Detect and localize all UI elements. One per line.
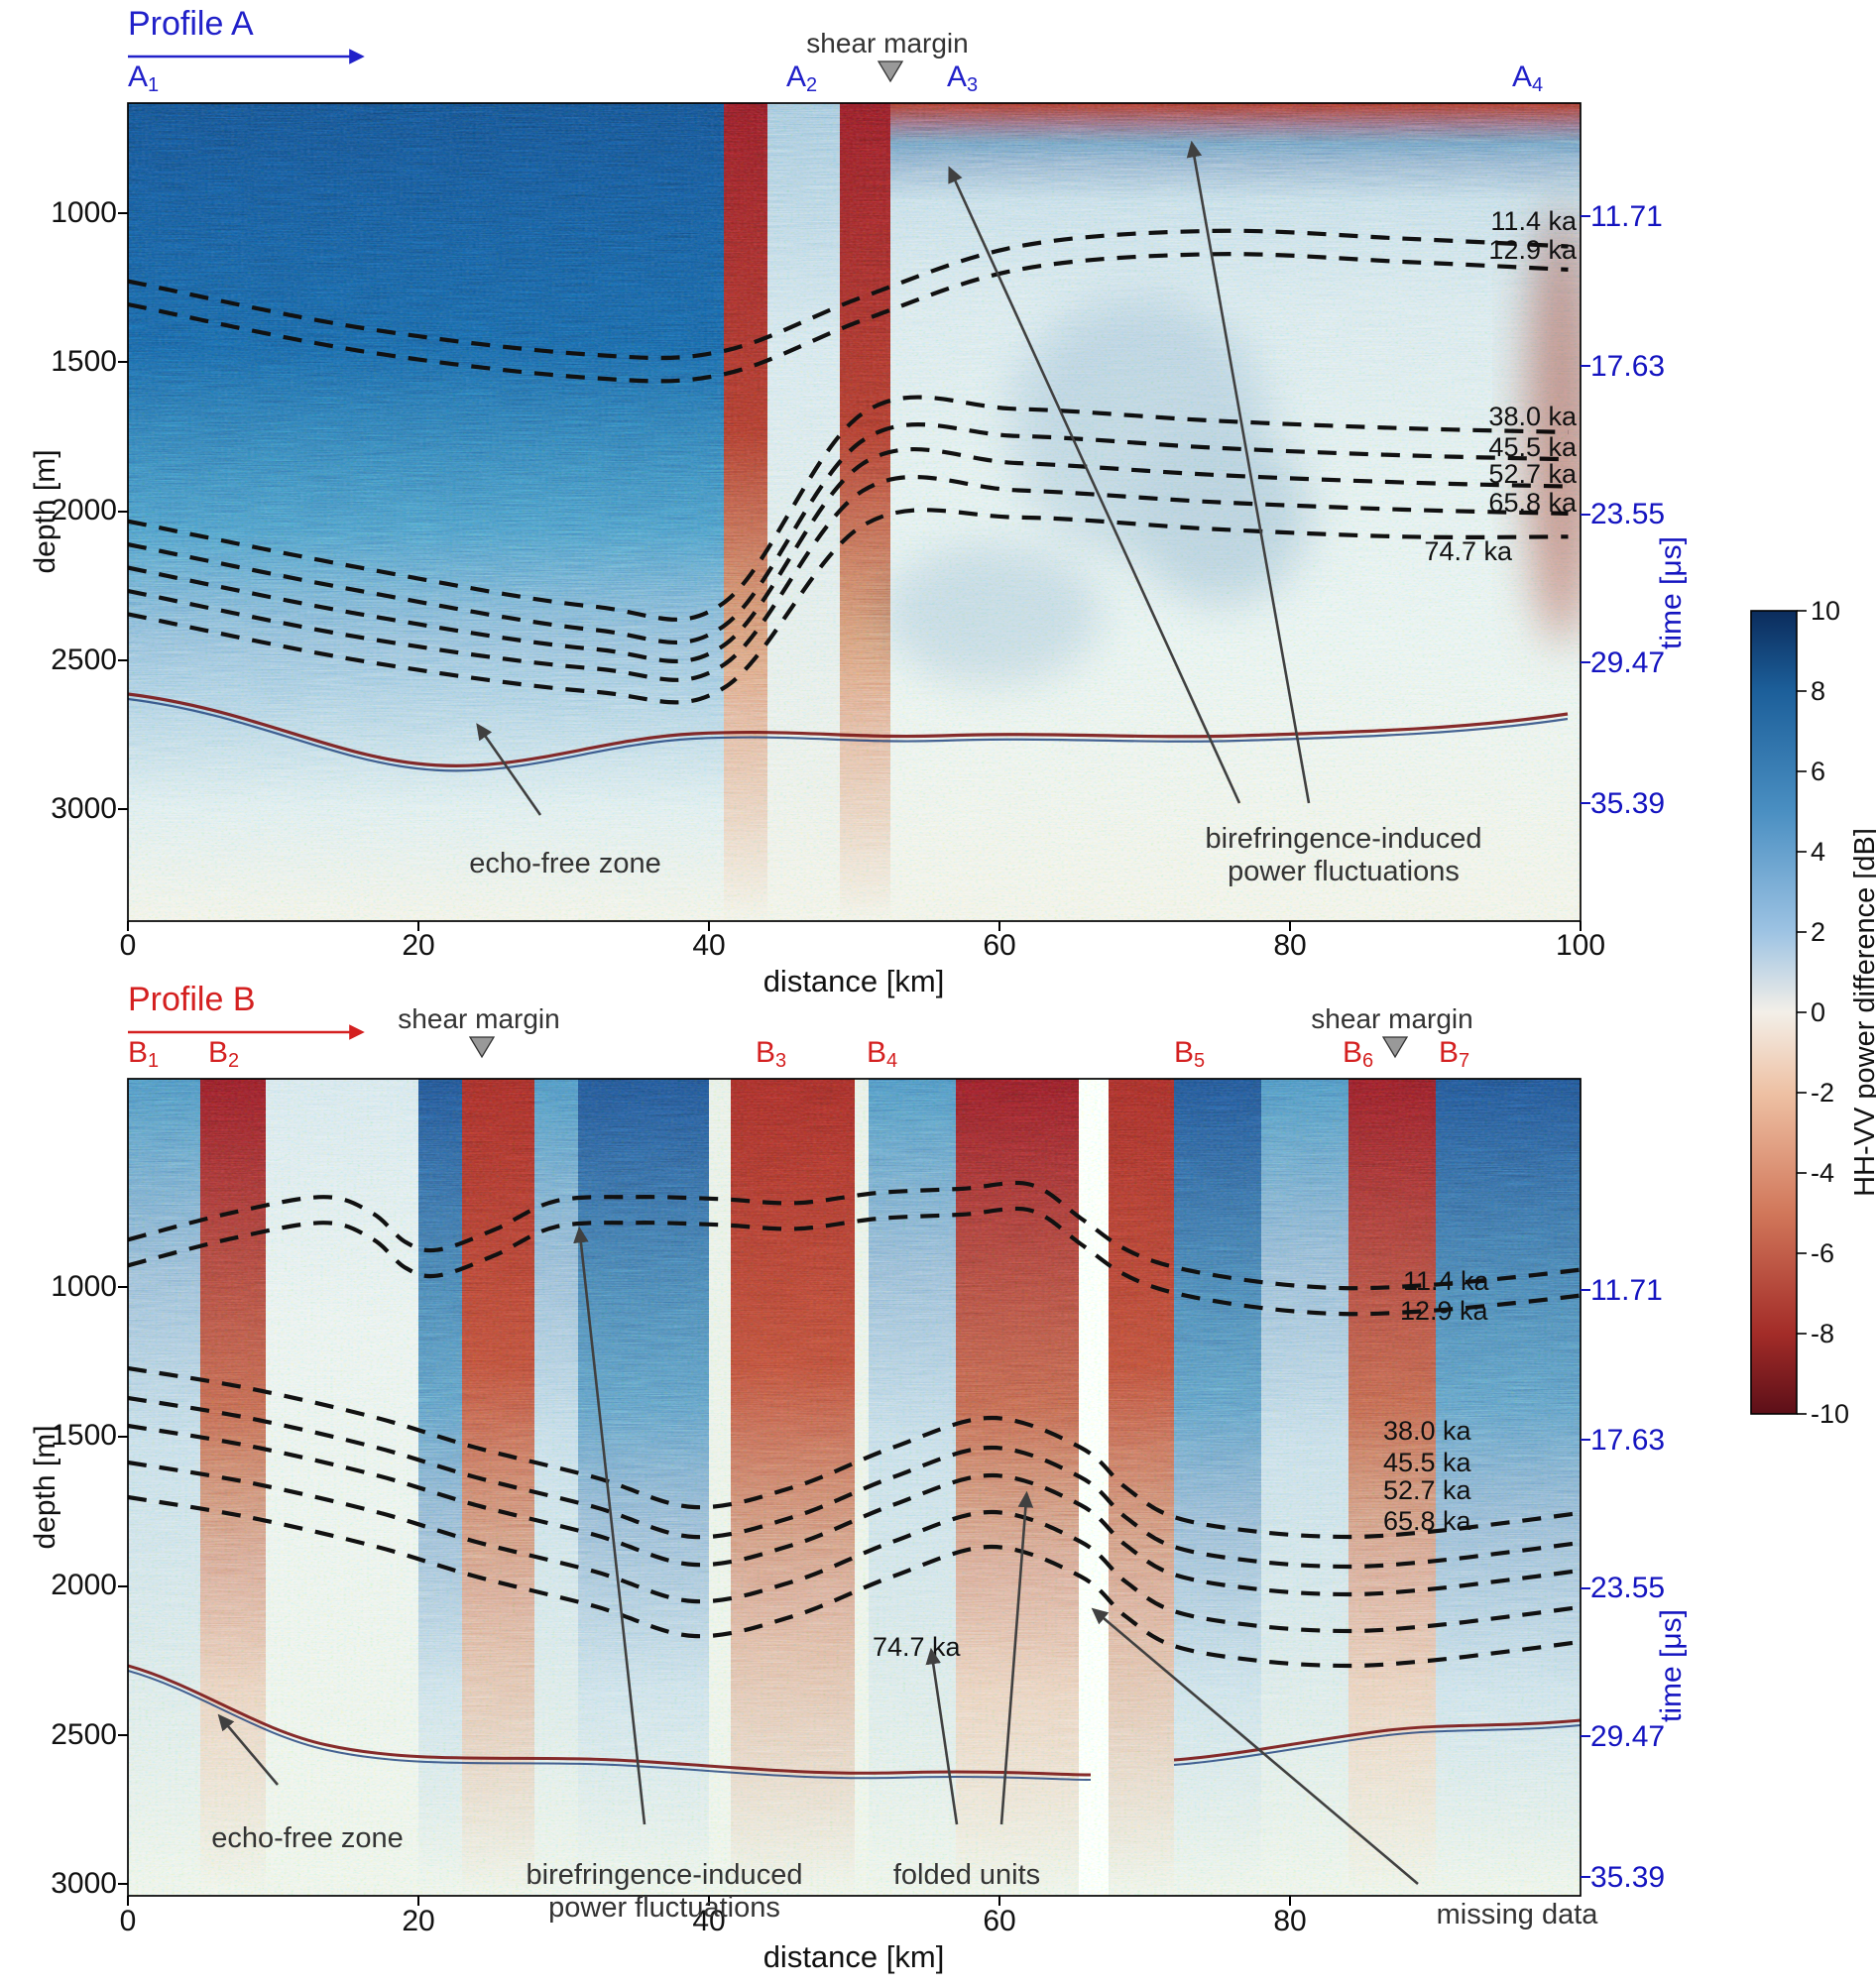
svg-text:12.9 ka: 12.9 ka	[1488, 235, 1578, 265]
svg-text:-6: -6	[1811, 1238, 1834, 1268]
svg-text:3000: 3000	[51, 792, 117, 825]
svg-text:35.39: 35.39	[1590, 1861, 1665, 1894]
svg-text:23.55: 23.55	[1590, 1572, 1665, 1604]
svg-text:29.47: 29.47	[1590, 1720, 1665, 1753]
svg-text:74.7 ka: 74.7 ka	[1424, 536, 1513, 566]
svg-text:40: 40	[692, 929, 725, 962]
svg-text:0: 0	[120, 929, 137, 962]
svg-text:0: 0	[1811, 997, 1825, 1027]
svg-text:11.4 ka: 11.4 ka	[1490, 206, 1578, 236]
svg-text:80: 80	[1273, 1905, 1306, 1937]
svg-text:distance [km]: distance [km]	[763, 964, 945, 998]
svg-text:power fluctuations: power fluctuations	[1228, 856, 1460, 887]
svg-text:-4: -4	[1811, 1158, 1834, 1188]
svg-text:Profile B: Profile B	[128, 981, 256, 1018]
svg-text:birefringence-induced: birefringence-induced	[527, 1859, 803, 1891]
svg-text:11.71: 11.71	[1590, 200, 1663, 233]
svg-text:missing data: missing data	[1437, 1899, 1599, 1930]
svg-text:65.8 ka: 65.8 ka	[1383, 1506, 1472, 1536]
svg-text:distance [km]: distance [km]	[763, 1939, 945, 1974]
svg-text:echo-free zone: echo-free zone	[211, 1822, 403, 1854]
svg-text:time [μs]: time [μs]	[1655, 1609, 1688, 1722]
svg-text:60: 60	[983, 929, 1015, 962]
svg-text:17.63: 17.63	[1590, 350, 1665, 383]
svg-text:35.39: 35.39	[1590, 787, 1665, 820]
svg-text:6: 6	[1811, 757, 1825, 786]
svg-text:-8: -8	[1811, 1319, 1834, 1348]
svg-text:3000: 3000	[51, 1867, 117, 1900]
svg-text:folded units: folded units	[893, 1859, 1040, 1891]
svg-text:echo-free zone: echo-free zone	[469, 848, 660, 879]
svg-text:2500: 2500	[51, 643, 117, 676]
svg-text:2: 2	[1811, 917, 1825, 947]
svg-text:-2: -2	[1811, 1078, 1834, 1108]
svg-text:80: 80	[1273, 929, 1306, 962]
svg-text:1500: 1500	[51, 345, 117, 378]
svg-text:shear margin: shear margin	[806, 28, 968, 58]
svg-text:12.9 ka: 12.9 ka	[1400, 1296, 1489, 1326]
svg-text:depth [m]: depth [m]	[29, 449, 61, 573]
svg-text:0: 0	[120, 1905, 137, 1937]
svg-text:shear margin: shear margin	[398, 1003, 559, 1034]
svg-text:65.8 ka: 65.8 ka	[1488, 488, 1578, 518]
svg-text:shear margin: shear margin	[1311, 1003, 1472, 1034]
svg-text:17.63: 17.63	[1590, 1424, 1665, 1457]
svg-text:29.47: 29.47	[1590, 646, 1665, 679]
svg-text:23.55: 23.55	[1590, 498, 1665, 530]
svg-text:52.7 ka: 52.7 ka	[1383, 1475, 1472, 1505]
svg-text:11.71: 11.71	[1590, 1274, 1663, 1307]
svg-text:power fluctuations: power fluctuations	[548, 1892, 780, 1924]
svg-text:2500: 2500	[51, 1718, 117, 1751]
svg-text:depth [m]: depth [m]	[29, 1425, 61, 1549]
svg-text:45.5 ka: 45.5 ka	[1383, 1448, 1472, 1477]
svg-text:-10: -10	[1811, 1399, 1849, 1429]
svg-text:60: 60	[983, 1905, 1015, 1937]
svg-text:38.0 ka: 38.0 ka	[1383, 1416, 1472, 1446]
svg-text:38.0 ka: 38.0 ka	[1488, 402, 1578, 431]
svg-text:11.4 ka: 11.4 ka	[1403, 1266, 1490, 1296]
svg-text:2000: 2000	[51, 1569, 117, 1601]
svg-text:52.7 ka: 52.7 ka	[1488, 459, 1578, 489]
svg-text:8: 8	[1811, 676, 1825, 706]
svg-text:20: 20	[402, 1905, 434, 1937]
svg-text:Profile A: Profile A	[128, 5, 254, 43]
svg-text:HH-VV power difference [dB]: HH-VV power difference [dB]	[1849, 828, 1876, 1197]
svg-text:20: 20	[402, 929, 434, 962]
svg-text:10: 10	[1811, 596, 1840, 626]
svg-text:45.5 ka: 45.5 ka	[1488, 432, 1578, 462]
svg-text:time [μs]: time [μs]	[1655, 536, 1688, 649]
svg-text:birefringence-induced: birefringence-induced	[1206, 823, 1482, 855]
svg-text:1000: 1000	[51, 1270, 117, 1303]
svg-text:74.7 ka: 74.7 ka	[873, 1632, 962, 1662]
svg-text:1000: 1000	[51, 196, 117, 229]
svg-text:4: 4	[1811, 837, 1825, 867]
svg-text:100: 100	[1556, 929, 1605, 962]
